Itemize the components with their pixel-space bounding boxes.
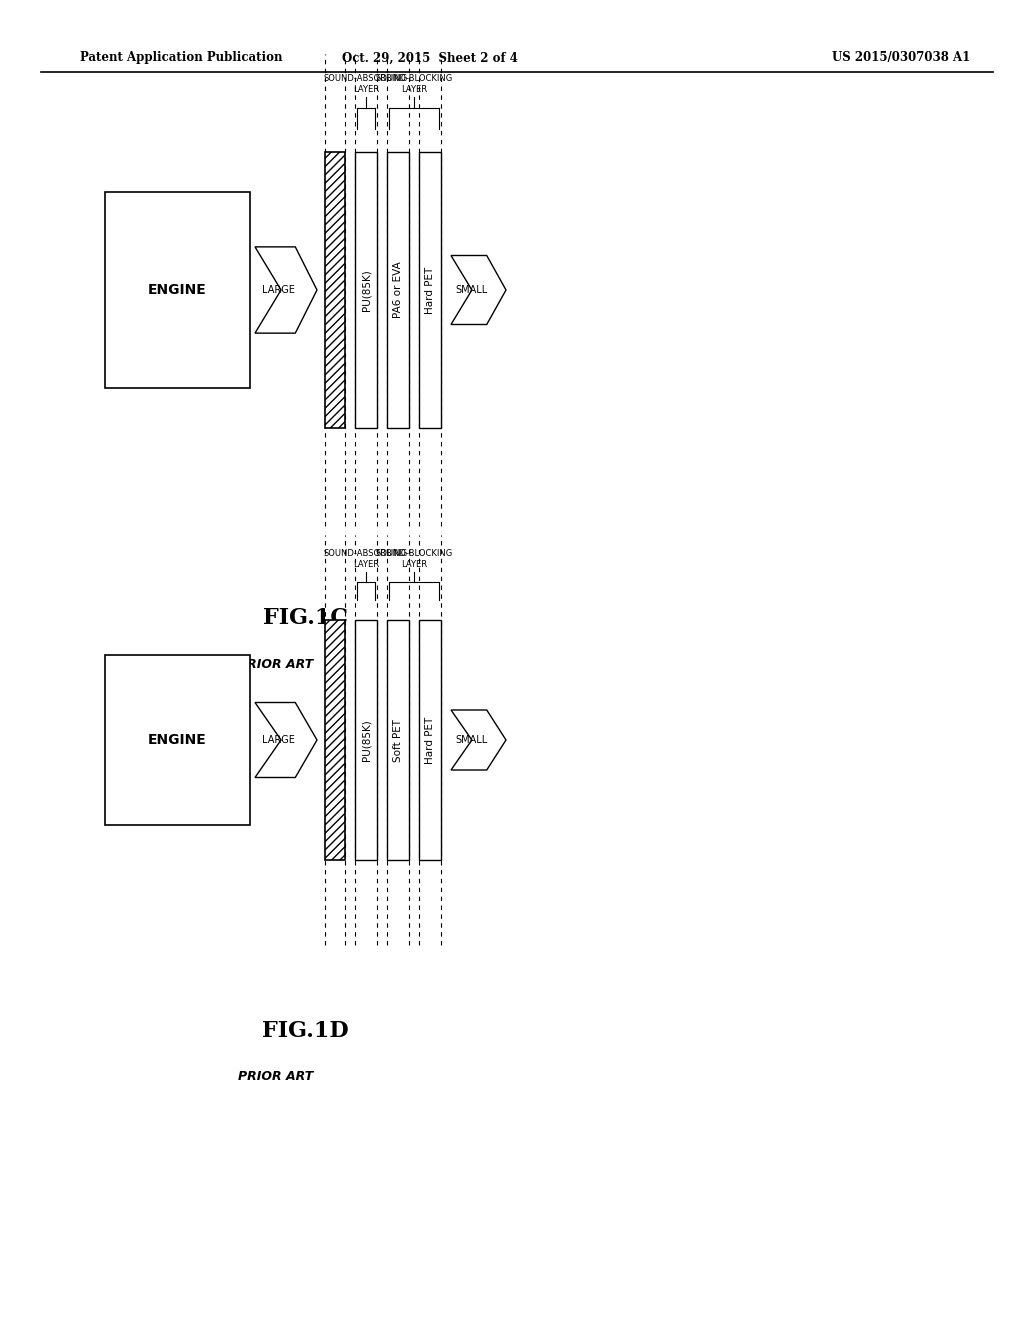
Text: PA6 or EVA: PA6 or EVA [393,261,403,318]
Text: SOUND-ABSORBING
LAYER: SOUND-ABSORBING LAYER [324,549,409,569]
Bar [105,193,250,388]
Polygon shape [255,702,317,777]
Text: ENGINE: ENGINE [148,282,207,297]
Text: SOUND-BLOCKING
LAYER: SOUND-BLOCKING LAYER [376,74,453,94]
Text: PU(85K): PU(85K) [361,719,371,760]
Bar [419,152,441,428]
Text: LARGE: LARGE [262,735,295,744]
Bar [355,152,377,428]
Text: Oct. 29, 2015  Sheet 2 of 4: Oct. 29, 2015 Sheet 2 of 4 [342,51,518,65]
Text: SMALL: SMALL [456,285,488,294]
Bar [355,620,377,861]
Text: Patent Application Publication: Patent Application Publication [80,51,283,65]
Text: Hard PET: Hard PET [425,717,435,764]
Bar [325,152,345,428]
Text: Soft PET: Soft PET [393,718,403,762]
Text: PU(85K): PU(85K) [361,269,371,312]
Text: US 2015/0307038 A1: US 2015/0307038 A1 [831,51,970,65]
Text: Hard PET: Hard PET [425,267,435,314]
Text: PRIOR ART: PRIOR ART [238,657,313,671]
Bar [387,620,409,861]
Polygon shape [451,256,506,325]
Text: SOUND-BLOCKING
LAYER: SOUND-BLOCKING LAYER [376,549,453,569]
Text: LARGE: LARGE [262,285,295,294]
Text: FIG.1C: FIG.1C [263,607,348,630]
Text: ENGINE: ENGINE [148,733,207,747]
Text: SMALL: SMALL [456,735,488,744]
Text: FIG.1D: FIG.1D [262,1020,349,1041]
Text: SOUND-ABSORBING
LAYER: SOUND-ABSORBING LAYER [324,74,409,94]
Bar [105,655,250,825]
Polygon shape [451,710,506,770]
Text: PRIOR ART: PRIOR ART [238,1071,313,1082]
Polygon shape [255,247,317,333]
Bar [419,620,441,861]
Bar [325,620,345,861]
Bar [387,152,409,428]
